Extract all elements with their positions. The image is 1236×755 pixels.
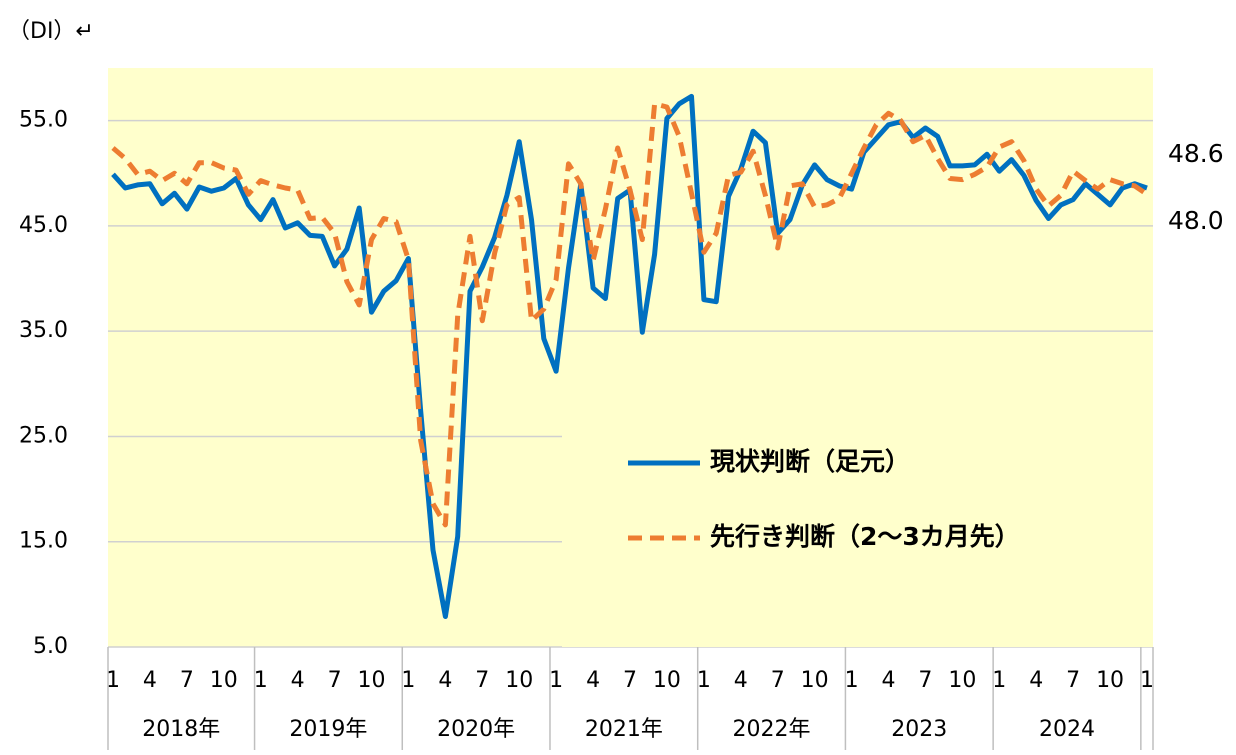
annotation: 48.0 [1168,206,1224,235]
x-tick-label: 7 [771,668,785,693]
series-line [111,101,1149,528]
x-tick-label: 7 [623,668,637,693]
year-label: 2019年 [289,717,367,742]
legend-box [562,420,1153,647]
x-tick-label: 1 [697,668,711,693]
x-tick-label: 7 [475,668,489,693]
x-tick-label: 1 [106,668,120,693]
y-tick-label: 15.0 [19,529,68,554]
x-tick-label: 10 [653,668,681,693]
x-tick-label: 1 [992,668,1006,693]
chart-title: （DI）↵ [8,19,94,44]
year-label: 2020年 [437,717,515,742]
x-tick-label: 4 [586,668,600,693]
x-tick-label: 1 [1140,668,1154,693]
annotation: 48.6 [1168,139,1224,168]
x-tick-label: 7 [328,668,342,693]
x-tick-label: 4 [291,668,305,693]
x-tick-label: 7 [180,668,194,693]
x-tick-label: 1 [845,668,859,693]
x-tick-label: 10 [505,668,533,693]
x-tick-label: 10 [358,668,386,693]
x-tick-label: 1 [254,668,268,693]
x-tick-label: 4 [1029,668,1043,693]
x-tick-label: 7 [1066,668,1080,693]
x-tick-label: 4 [882,668,896,693]
y-tick-label: 35.0 [19,318,68,343]
x-tick-label: 10 [801,668,829,693]
y-tick-label: 25.0 [19,423,68,448]
y-tick-label: 5.0 [33,634,68,659]
year-label: 2024 [1039,717,1095,742]
x-tick-label: 4 [734,668,748,693]
legend-label: 現状判断（足元） [710,447,910,476]
year-label: 2022年 [733,717,811,742]
x-tick-label: 1 [401,668,415,693]
x-tick-label: 4 [438,668,452,693]
x-tick-label: 10 [948,668,976,693]
x-tick-label: 10 [1096,668,1124,693]
x-tick-label: 10 [210,668,238,693]
year-label: 2023 [891,717,947,742]
legend-label: 先行き判断（2～3カ月先） [710,522,1020,551]
x-tick-label: 1 [549,668,563,693]
x-tick-label: 7 [918,668,932,693]
y-tick-label: 55.0 [19,108,68,133]
year-label: 2018年 [142,717,220,742]
y-tick-label: 45.0 [19,213,68,238]
x-tick-label: 4 [143,668,157,693]
year-label: 2021年 [585,717,663,742]
